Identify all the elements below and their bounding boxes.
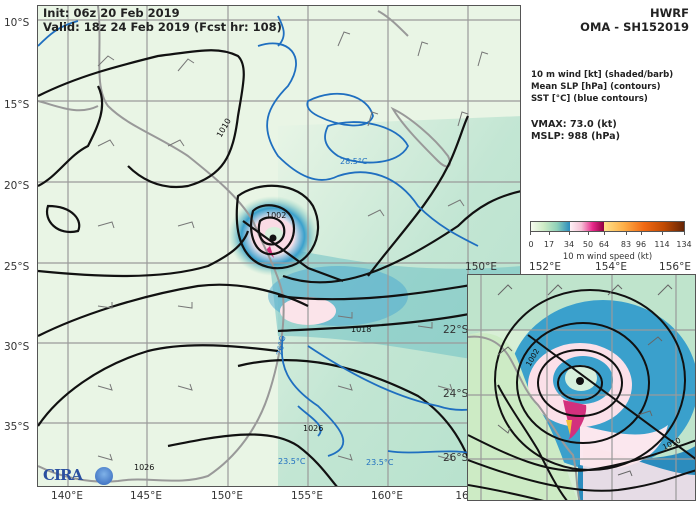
svg-text:26°C: 26°C xyxy=(275,335,287,356)
valid-time: Valid: 18z 24 Feb 2019 (Fcst hr: 108) xyxy=(43,20,282,34)
lon-label: 140°E xyxy=(51,490,83,502)
main-map-panel[interactable]: 1010 1002 1018 1026 1026 28.5°C 23.5°C 2… xyxy=(37,5,521,487)
lon-label: 145°E xyxy=(130,490,162,502)
svg-text:1002: 1002 xyxy=(266,211,286,220)
inset-lat-label: 24°S xyxy=(443,388,469,400)
inset-lon-label: 150°E xyxy=(465,261,497,273)
init-time: Init: 06z 20 Feb 2019 xyxy=(43,6,180,20)
colorbar-tick: 64 xyxy=(598,240,610,249)
model-name: HWRF xyxy=(649,6,689,20)
inset-lon-label: 154°E xyxy=(595,261,627,273)
colorbar-tick: 83 xyxy=(620,240,632,249)
inset-lat-label: 22°S xyxy=(443,324,469,336)
inset-map-panel[interactable]: 1002 1010 xyxy=(467,274,696,501)
lat-label: 20°S xyxy=(4,180,30,192)
colorbar-tick: 134 xyxy=(676,240,692,249)
svg-text:1026: 1026 xyxy=(303,424,323,433)
wind-speed-colorbar xyxy=(530,221,685,232)
lon-label: 160°E xyxy=(371,490,403,502)
svg-text:1018: 1018 xyxy=(351,325,371,334)
svg-text:28.5°C: 28.5°C xyxy=(340,157,368,166)
svg-text:1026: 1026 xyxy=(134,463,154,472)
colorbar-segment-low xyxy=(531,222,570,231)
cira-logo: CIRA xyxy=(43,466,123,486)
inset-lon-label: 152°E xyxy=(529,261,561,273)
lat-label: 10°S xyxy=(4,17,30,29)
svg-text:23.5°C: 23.5°C xyxy=(278,457,306,466)
colorbar-label: 10 m wind speed (kt) xyxy=(562,251,653,261)
colorbar-tick: 0 xyxy=(528,240,534,249)
colorbar-tick: 114 xyxy=(654,240,670,249)
legend-slp: Mean SLP [hPa] (contours) xyxy=(531,82,661,92)
lon-label: 150°E xyxy=(211,490,243,502)
colorbar-tick: 50 xyxy=(582,240,594,249)
lat-label: 35°S xyxy=(4,421,30,433)
inset-lon-label: 156°E xyxy=(659,261,691,273)
main-map-graphic: 1010 1002 1018 1026 1026 28.5°C 23.5°C 2… xyxy=(38,6,520,486)
mslp-value: MSLP: 988 (hPa) xyxy=(531,131,620,142)
lon-label: 155°E xyxy=(291,490,323,502)
legend-sst: SST [°C] (blue contours) xyxy=(531,94,648,104)
lat-label: 15°S xyxy=(4,99,30,111)
storm-id: OMA - SH152019 xyxy=(580,20,689,34)
svg-text:23.5°C: 23.5°C xyxy=(366,458,394,467)
colorbar-segment-mid xyxy=(569,222,605,231)
inset-map-graphic: 1002 1010 xyxy=(468,275,695,500)
colorbar-tick: 34 xyxy=(563,240,575,249)
lon-label: 16 xyxy=(455,490,469,502)
colorbar-segment-high xyxy=(604,222,684,231)
lat-label: 30°S xyxy=(4,341,30,353)
lat-label: 25°S xyxy=(4,261,30,273)
colorbar-tick: 96 xyxy=(635,240,647,249)
legend-wind: 10 m wind [kt] (shaded/barb) xyxy=(531,70,674,80)
inset-lat-label: 26°S xyxy=(443,452,469,464)
vmax-value: VMAX: 73.0 (kt) xyxy=(531,119,617,130)
colorbar-tick: 17 xyxy=(543,240,555,249)
